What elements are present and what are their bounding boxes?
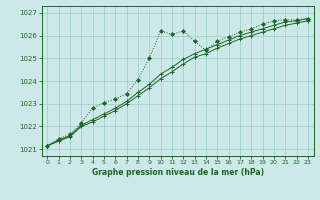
- X-axis label: Graphe pression niveau de la mer (hPa): Graphe pression niveau de la mer (hPa): [92, 168, 264, 177]
